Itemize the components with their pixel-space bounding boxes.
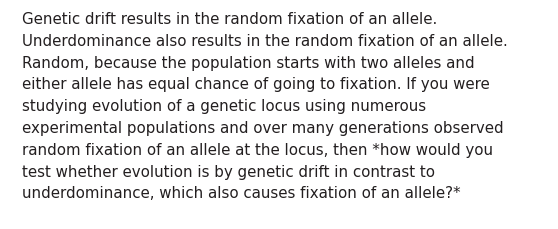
Text: test whether evolution is by genetic drift in contrast to: test whether evolution is by genetic dri…	[22, 164, 435, 179]
Text: Underdominance also results in the random fixation of an allele.: Underdominance also results in the rando…	[22, 34, 508, 49]
Text: studying evolution of a genetic locus using numerous: studying evolution of a genetic locus us…	[22, 99, 426, 114]
Text: Genetic drift results in the random fixation of an allele.: Genetic drift results in the random fixa…	[22, 12, 437, 27]
Text: either allele has equal chance of going to fixation. If you were: either allele has equal chance of going …	[22, 77, 490, 92]
Text: underdominance, which also causes fixation of an allele?*: underdominance, which also causes fixati…	[22, 185, 460, 201]
Text: experimental populations and over many generations observed: experimental populations and over many g…	[22, 120, 504, 135]
Text: Random, because the population starts with two alleles and: Random, because the population starts wi…	[22, 55, 475, 70]
Text: random fixation of an allele at the locus, then *how would you: random fixation of an allele at the locu…	[22, 142, 493, 157]
